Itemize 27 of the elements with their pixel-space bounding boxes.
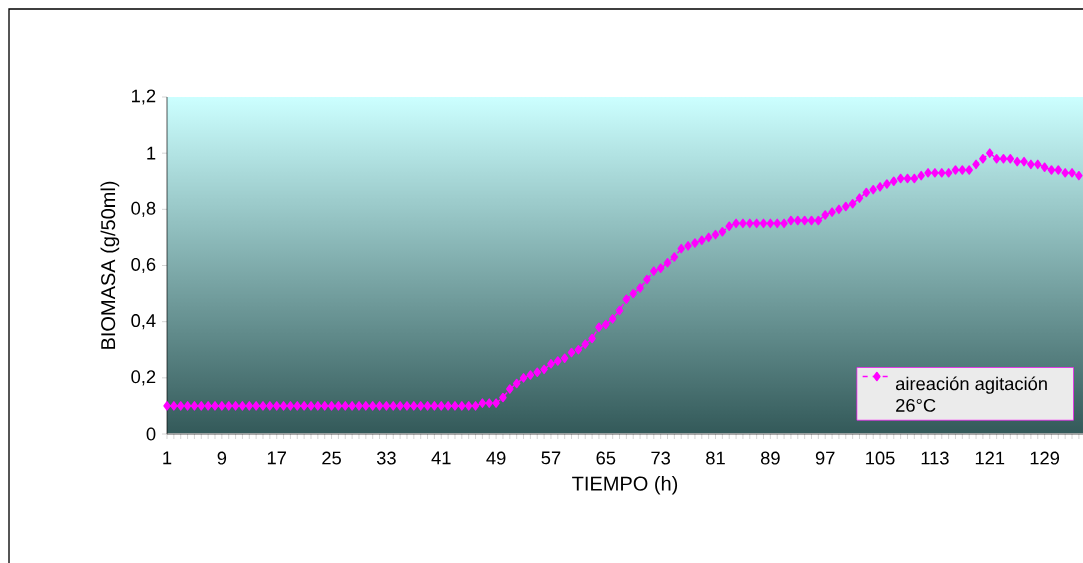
x-tick-label: 113	[921, 451, 949, 465]
x-tick-label: 89	[760, 451, 780, 465]
y-tick-label: 0,2	[131, 370, 156, 386]
y-tick-label: 1	[147, 146, 156, 160]
y-tick-label: 0,4	[131, 314, 156, 330]
x-tick-label: 57	[541, 451, 561, 465]
x-tick-label: 105	[866, 451, 895, 465]
x-tick-label: 49	[486, 451, 506, 465]
x-tick-label: 129	[1030, 451, 1060, 465]
x-tick-label: 121	[975, 451, 1005, 465]
x-tick-label: 17	[267, 451, 286, 465]
x-tick-label: 33	[376, 451, 396, 465]
x-tick-label: 41	[431, 451, 451, 465]
x-axis-title: TIEMPO (h)	[572, 475, 678, 495]
y-tick-label: 0	[146, 427, 156, 441]
y-tick-label: 1,2	[132, 89, 156, 105]
x-tick-label: 73	[651, 451, 671, 465]
y-tick-label: 0,8	[131, 201, 156, 217]
legend-label: aireación agitación 26°C	[895, 376, 1047, 412]
x-tick-label: 9	[217, 451, 227, 465]
y-tick-label: 0,6	[131, 257, 156, 274]
x-tick-label: 1	[163, 451, 172, 465]
x-tick-label: 97	[815, 451, 835, 465]
x-tick-label: 81	[706, 451, 725, 465]
x-tick-label: 65	[596, 451, 616, 465]
x-tick-label: 25	[322, 451, 341, 465]
y-axis-title: BIOMASA (g/50ml)	[100, 181, 120, 349]
